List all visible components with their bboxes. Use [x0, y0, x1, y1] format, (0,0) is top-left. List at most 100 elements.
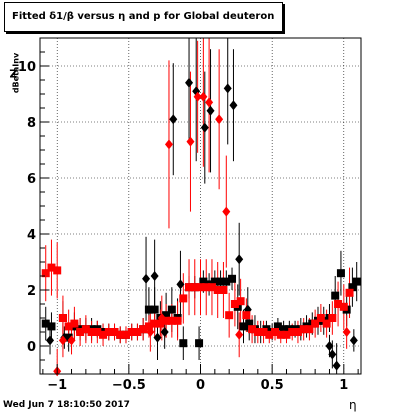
data-point-square: [139, 325, 148, 334]
data-point-square: [299, 325, 308, 334]
data-point-square: [144, 305, 153, 314]
data-point-square: [245, 319, 254, 328]
data-point-square: [110, 328, 119, 336]
data-point-square: [41, 319, 50, 328]
data-point-square: [328, 314, 337, 322]
data-point-square: [339, 302, 348, 311]
data-point-diamond: [176, 279, 185, 290]
data-point-square: [127, 328, 136, 336]
y-tick-label: 10: [18, 60, 36, 75]
data-point-diamond: [223, 83, 232, 94]
data-point-diamond: [164, 139, 173, 150]
x-axis-label: η: [349, 398, 357, 412]
data-point-square: [228, 274, 237, 283]
data-point-square: [199, 277, 208, 286]
x-tick-label: −0.5: [112, 378, 146, 393]
x-tick-label: 1: [339, 378, 348, 393]
data-point-square: [273, 322, 282, 331]
data-point-square: [348, 283, 357, 292]
data-point-diamond: [150, 271, 159, 281]
data-point-square: [190, 283, 199, 292]
data-point-square: [288, 328, 297, 336]
data-point-square: [213, 286, 222, 294]
data-point-square: [210, 277, 219, 286]
data-point-square: [185, 283, 194, 292]
data-point-diamond: [200, 122, 209, 133]
data-point-square: [345, 288, 354, 297]
data-point-diamond: [215, 114, 224, 125]
data-point-square: [202, 283, 211, 292]
data-point-square: [230, 300, 239, 308]
data-point-square: [173, 316, 182, 325]
data-markers: [41, 77, 361, 377]
data-point-square: [196, 283, 205, 292]
y-tick-label: 4: [27, 228, 36, 243]
y-tick-label: 2: [27, 284, 36, 299]
data-point-diamond: [342, 327, 351, 337]
data-point-square: [336, 269, 345, 278]
data-point-square: [81, 325, 90, 334]
data-point-square: [253, 328, 262, 336]
data-point-diamond: [222, 206, 231, 217]
data-point-square: [162, 316, 171, 325]
data-point-square: [352, 277, 361, 286]
data-point-diamond: [153, 332, 162, 343]
data-point-square: [47, 322, 56, 331]
data-point-square: [282, 330, 291, 339]
data-point-diamond: [235, 329, 244, 340]
data-point-square: [41, 269, 50, 278]
data-point-square: [121, 330, 130, 339]
chart-title: Fitted δ1/β versus η and p for Global de…: [4, 2, 283, 32]
data-point-square: [225, 311, 234, 320]
data-point-diamond: [205, 97, 214, 108]
data-point-square: [195, 339, 204, 348]
data-point-square: [242, 311, 251, 320]
data-point-square: [334, 300, 343, 308]
data-point-square: [133, 328, 142, 336]
data-point-square: [293, 328, 302, 336]
data-point-diamond: [186, 136, 195, 147]
data-point-square: [331, 291, 340, 300]
data-point-square: [265, 330, 274, 339]
data-point-square: [99, 330, 108, 339]
data-point-diamond: [193, 91, 202, 102]
data-point-square: [248, 325, 257, 334]
data-point-diamond: [46, 335, 55, 346]
y-tick-label: 6: [27, 172, 36, 187]
data-point-square: [239, 322, 248, 331]
data-point-square: [53, 266, 62, 275]
y-tick-label: 0: [27, 340, 36, 355]
data-point-diamond: [169, 114, 178, 125]
data-point-square: [222, 277, 231, 286]
data-point-square: [58, 314, 67, 322]
data-point-square: [64, 333, 73, 342]
data-point-diamond: [332, 360, 341, 371]
data-point-square: [219, 286, 228, 294]
date-stamp: Wed Jun 7 18:10:50 2017: [3, 400, 130, 410]
data-point-square: [259, 328, 268, 336]
y-axis-label-main: Z: [9, 66, 17, 80]
data-point-diamond: [325, 341, 334, 351]
data-point-square: [76, 328, 85, 336]
data-point-square: [47, 263, 56, 272]
data-point-square: [144, 322, 153, 331]
data-point-diamond: [349, 335, 358, 346]
data-point-diamond: [160, 327, 169, 337]
x-tick-label: 0.5: [261, 378, 284, 393]
data-point-diamond: [328, 349, 337, 360]
data-point-square: [150, 305, 159, 314]
data-point-diamond: [199, 91, 208, 102]
data-point-square: [179, 339, 188, 348]
data-point-square: [276, 330, 285, 339]
x-tick-label: −1: [47, 378, 67, 393]
data-point-diamond: [229, 100, 238, 111]
data-point-diamond: [142, 273, 151, 284]
data-point-diamond: [235, 254, 244, 265]
data-point-square: [116, 330, 125, 339]
y-tick-label: 8: [27, 116, 36, 131]
data-point-square: [64, 322, 73, 331]
data-point-diamond: [206, 105, 215, 116]
data-point-square: [167, 316, 176, 325]
